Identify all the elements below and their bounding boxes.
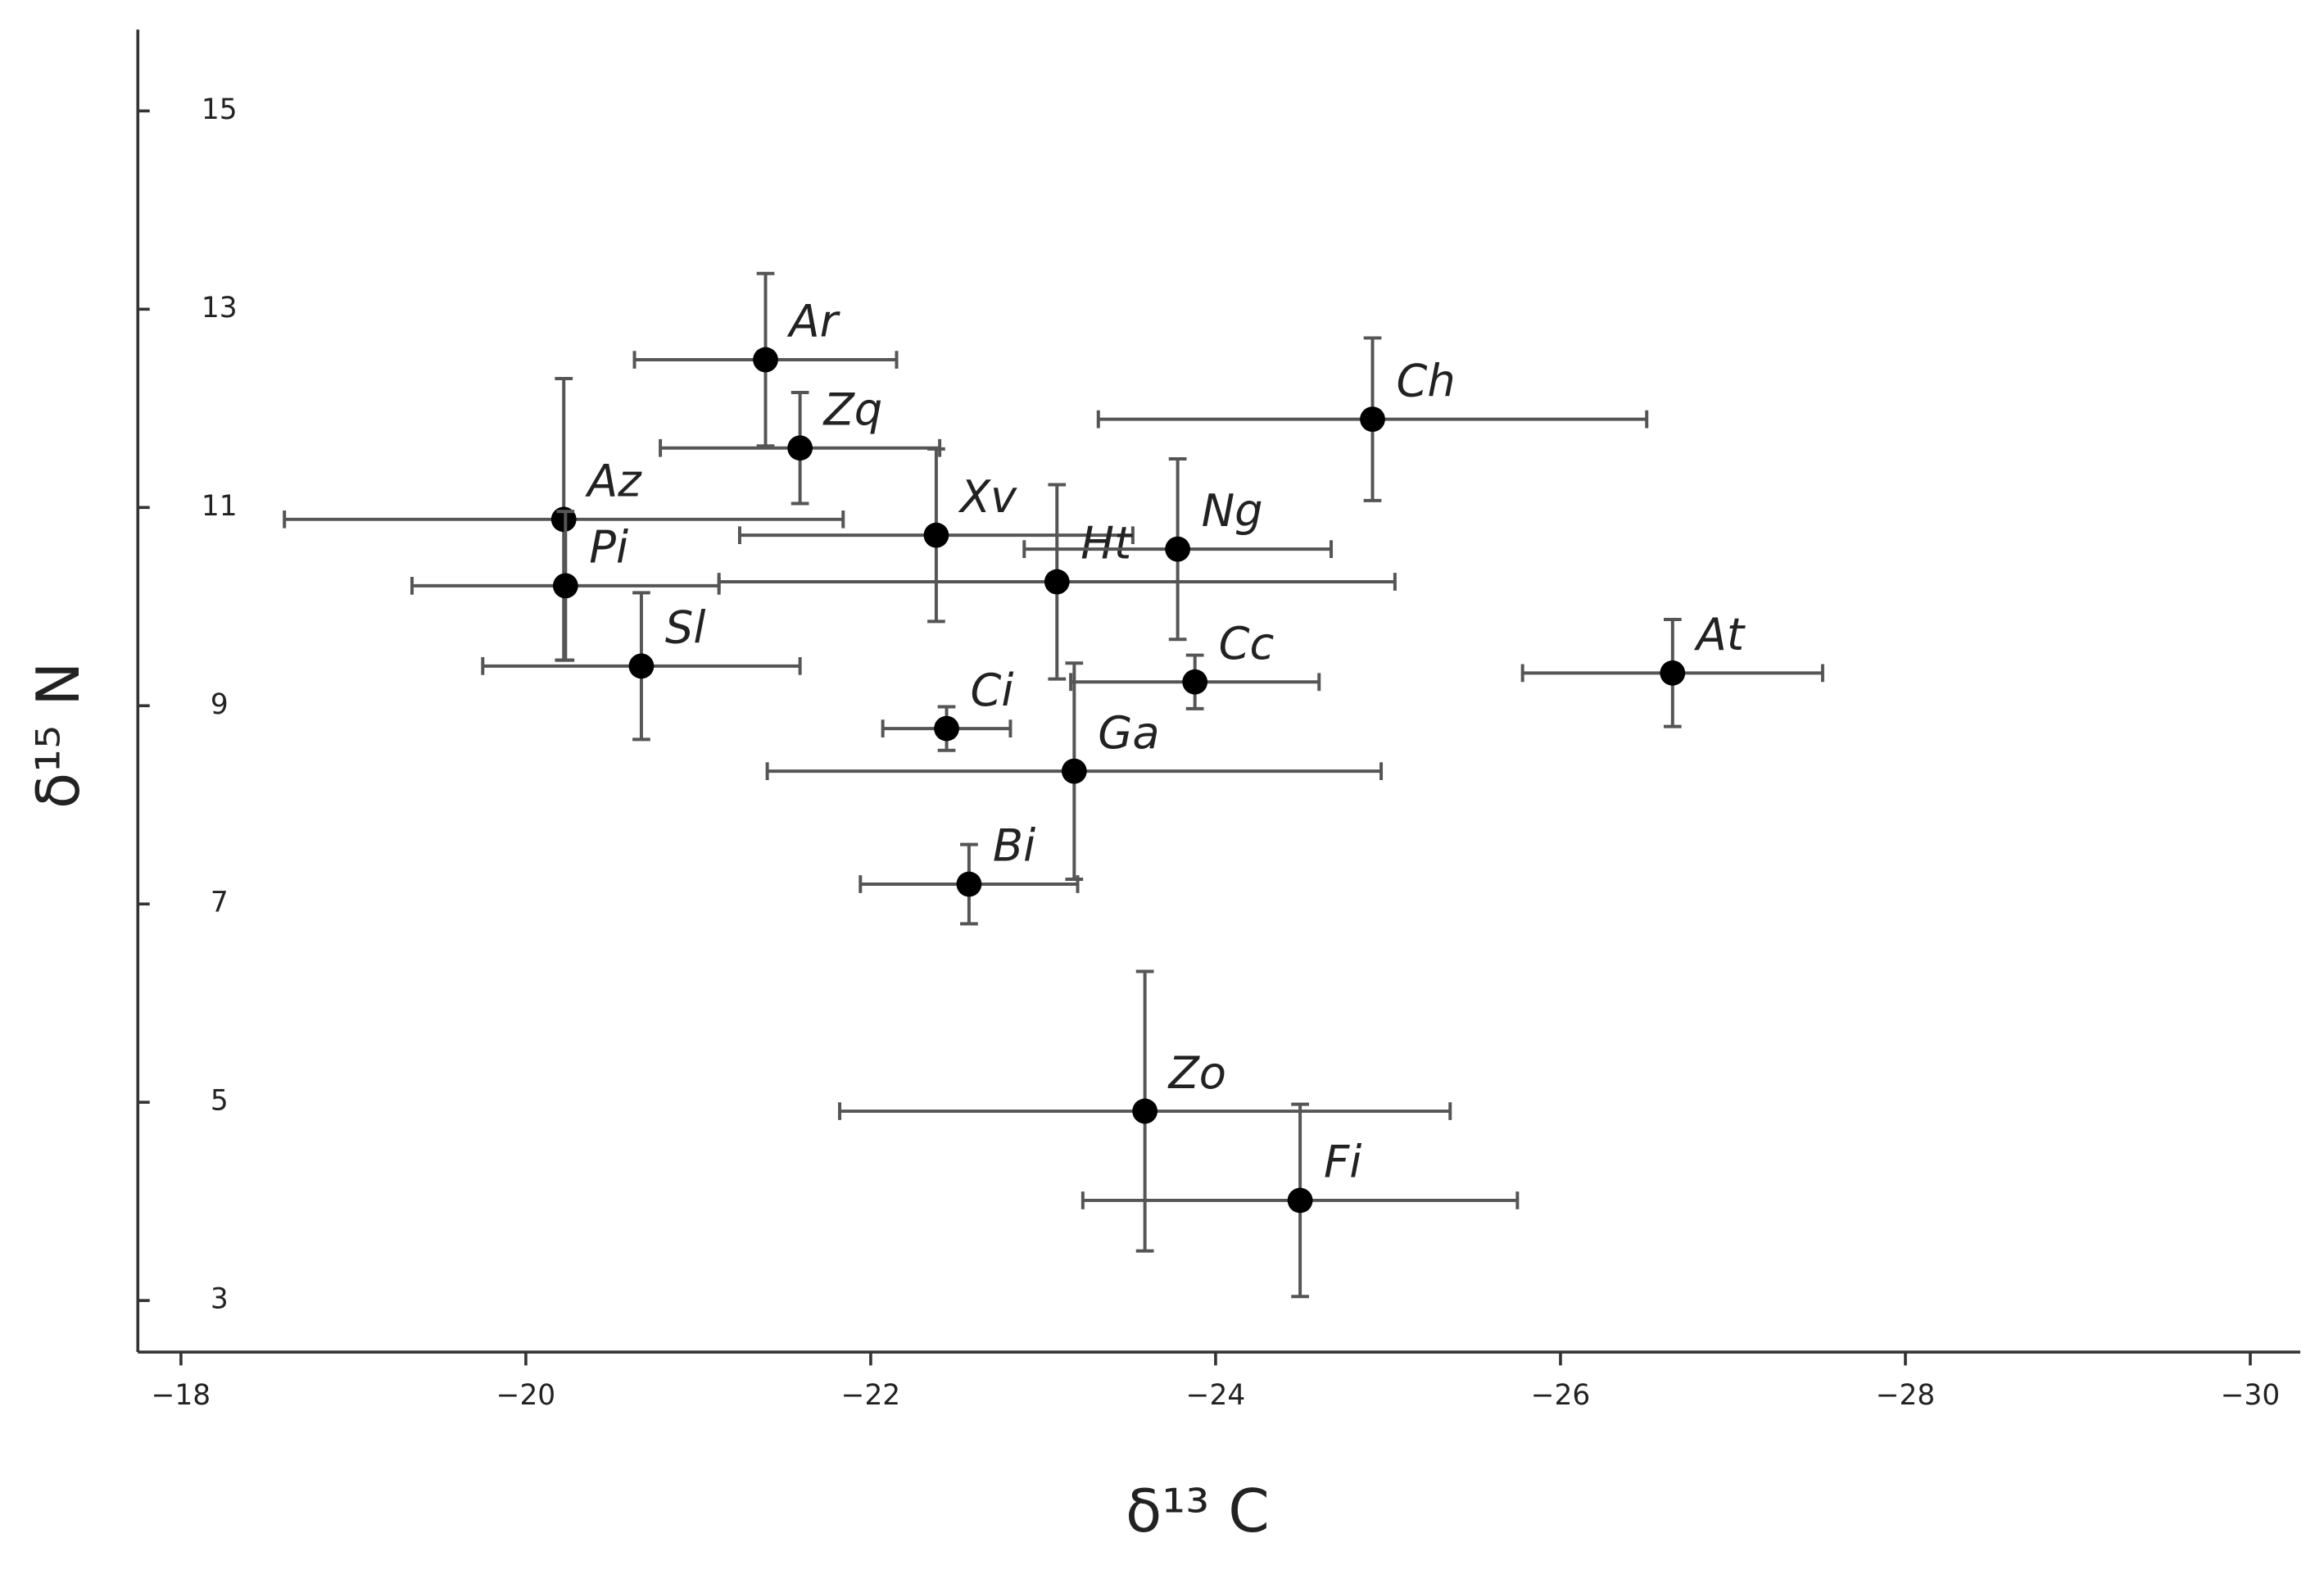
point bbox=[1044, 569, 1070, 595]
x-axis-title: δ¹³ C bbox=[1126, 1477, 1270, 1546]
point-label: Fi bbox=[1324, 1137, 1361, 1188]
y-axis-title: δ¹⁵ N bbox=[25, 662, 93, 809]
point bbox=[787, 435, 813, 461]
point-label: Cc bbox=[1219, 618, 1275, 669]
point bbox=[1182, 669, 1208, 695]
point-label: Sl bbox=[665, 602, 706, 654]
y-tick-label: 15 bbox=[202, 93, 238, 126]
point bbox=[923, 522, 949, 548]
x-tick-label: −28 bbox=[1876, 1379, 1936, 1412]
x-tick-label: −24 bbox=[1186, 1379, 1246, 1412]
point-label: At bbox=[1694, 609, 1746, 660]
x-tick-label: −26 bbox=[1531, 1379, 1591, 1412]
point-label: Ch bbox=[1396, 355, 1455, 406]
x-tick-label: −18 bbox=[152, 1379, 211, 1412]
point bbox=[1360, 406, 1385, 433]
point bbox=[1165, 536, 1191, 562]
y-tick-label: 3 bbox=[211, 1283, 229, 1316]
point bbox=[956, 871, 982, 897]
y-tick-label: 13 bbox=[202, 292, 238, 324]
y-tick-label: 7 bbox=[211, 887, 229, 919]
x-tick-label: −30 bbox=[2221, 1379, 2281, 1412]
point-label: Zq bbox=[822, 383, 883, 435]
point-label: Az bbox=[585, 456, 642, 507]
point-label: Zo bbox=[1167, 1047, 1226, 1099]
y-tick-label: 11 bbox=[202, 490, 238, 523]
y-tick-label: 9 bbox=[211, 688, 229, 721]
point-label: Ar bbox=[786, 296, 840, 347]
point-label: Ci bbox=[971, 665, 1014, 716]
point bbox=[1132, 1098, 1158, 1124]
point bbox=[753, 347, 778, 373]
x-tick-label: −22 bbox=[841, 1379, 901, 1412]
point-label: Ht bbox=[1080, 518, 1133, 569]
point bbox=[1061, 758, 1087, 784]
point-label: Xv bbox=[958, 471, 1017, 523]
point bbox=[934, 715, 959, 742]
point bbox=[552, 573, 578, 599]
point bbox=[628, 653, 655, 679]
point-label: Bi bbox=[993, 820, 1035, 872]
point-label: Ga bbox=[1098, 707, 1159, 759]
x-tick-label: −20 bbox=[496, 1379, 556, 1412]
point bbox=[1660, 660, 1686, 686]
point bbox=[1287, 1187, 1313, 1214]
point-label: Pi bbox=[589, 522, 628, 574]
point-label: Ng bbox=[1202, 485, 1263, 537]
y-tick-label: 5 bbox=[211, 1085, 229, 1118]
